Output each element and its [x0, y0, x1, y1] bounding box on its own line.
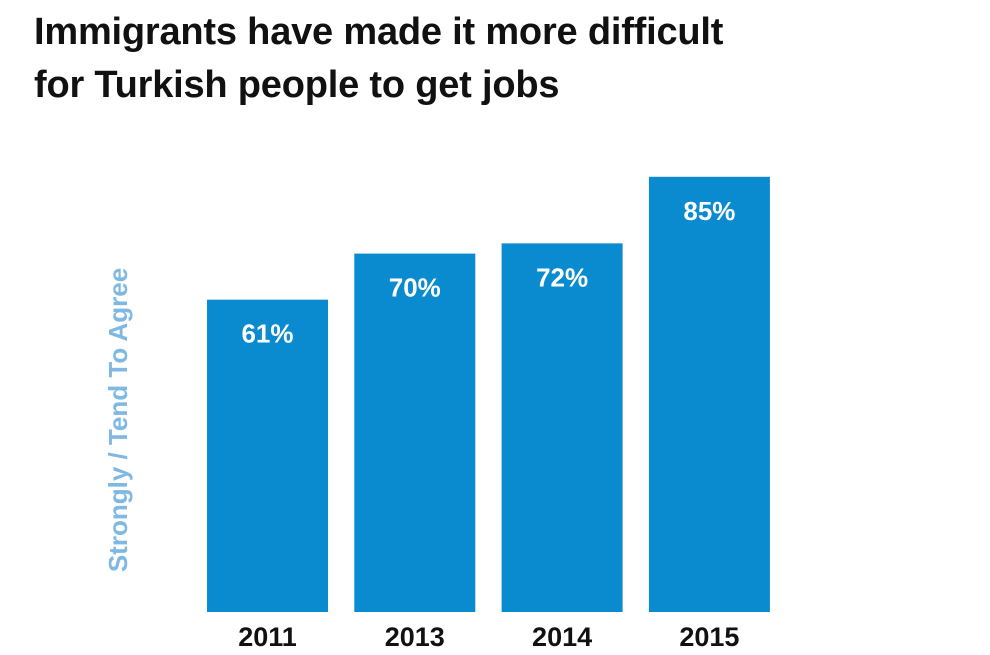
x-tick-2014: 2014 — [532, 622, 592, 652]
bar-2015 — [648, 176, 770, 613]
x-tick-2011: 2011 — [238, 622, 297, 652]
chart-title-line-2: for Turkish people to get jobs — [34, 64, 560, 106]
data-label-2013: 70% — [389, 273, 441, 303]
x-tick-2015: 2015 — [679, 622, 739, 652]
bar-2011 — [207, 299, 328, 612]
data-label-2014: 72% — [536, 262, 588, 292]
data-label-2015: 85% — [683, 196, 735, 226]
bar-2013 — [354, 253, 476, 612]
data-label-2011: 61% — [241, 319, 293, 349]
bar-2014 — [501, 243, 623, 613]
chart-title-line-1: Immigrants have made it more difficult — [34, 11, 724, 53]
chart-title: Immigrants have made it more difficult f… — [34, 6, 934, 112]
x-tick-labels: 2011 2013 2014 2015 — [238, 622, 739, 652]
x-tick-2013: 2013 — [385, 622, 445, 652]
y-axis-label: Strongly / Tend To Agree — [103, 268, 133, 572]
bars-group: 61% 70% 72% 85% — [207, 176, 770, 613]
